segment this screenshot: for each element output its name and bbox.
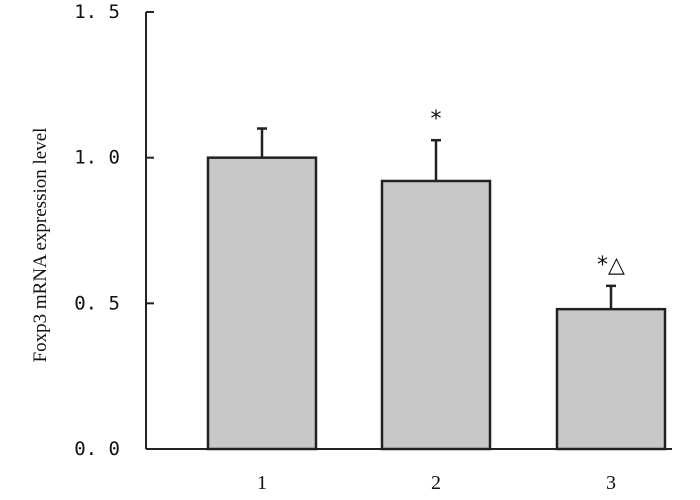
y-tick-label: 0. 5 [74, 292, 120, 314]
x-tick-label: 2 [431, 472, 441, 494]
x-tick-label: 3 [606, 472, 616, 494]
bar-2 [380, 179, 492, 451]
bar-3 [555, 307, 667, 451]
y-tick-label: 1. 0 [74, 147, 120, 169]
y-tick-label: 0. 0 [74, 438, 120, 460]
labels: 0. 0 0. 5 1. 0 1. 5 1 * 2 *△ 3 [74, 1, 625, 494]
bar-1 [206, 156, 318, 451]
significance-marker: *△ [597, 253, 625, 278]
y-tick-label: 1. 5 [74, 1, 120, 23]
significance-marker: * [431, 107, 442, 132]
x-tick-label: 1 [257, 472, 267, 494]
bars [206, 127, 667, 451]
y-axis-title: Foxp3 mRNA expression level [30, 128, 51, 363]
